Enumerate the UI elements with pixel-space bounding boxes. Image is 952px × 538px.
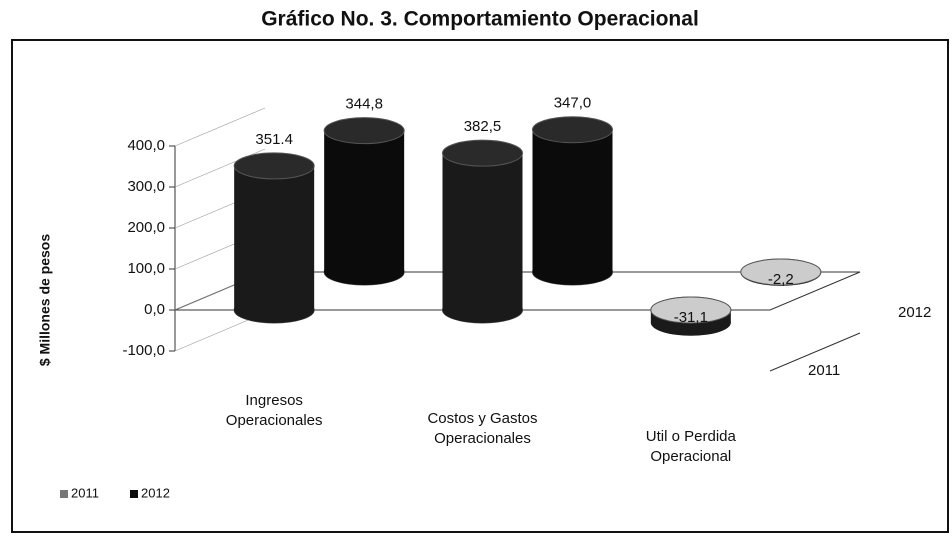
data-label: 351.4 xyxy=(255,131,293,148)
data-label: 347,0 xyxy=(554,95,592,112)
legend-label: 2012 xyxy=(141,485,170,500)
data-label: -2,2 xyxy=(768,271,794,288)
cylinder-body xyxy=(234,165,315,310)
y-tick-label: 0,0 xyxy=(144,301,165,318)
cylinder-top xyxy=(323,117,405,145)
legend-label: 2011 xyxy=(71,485,99,500)
grid-line xyxy=(174,107,266,147)
cylinder-top xyxy=(442,139,523,167)
cylinder-top xyxy=(233,152,315,180)
y-axis-label: $ Millones de pesos xyxy=(37,234,53,366)
cylinder-body xyxy=(324,130,405,272)
y-tick-label: -100,0 xyxy=(122,342,165,359)
x-tick-label: Ingresos Operacionales xyxy=(226,392,323,429)
legend-swatch xyxy=(130,490,138,498)
chart-frame xyxy=(11,39,949,533)
y-tick-label: 200,0 xyxy=(127,219,165,236)
x-tick-label: Costos y Gastos Operacionales xyxy=(427,410,537,447)
legend-swatch xyxy=(60,490,68,498)
data-label: -31,1 xyxy=(674,309,708,326)
depth-label: 2011 xyxy=(808,362,840,379)
chart-title: Gráfico No. 3. Comportamiento Operaciona… xyxy=(261,8,699,31)
cylinder-top xyxy=(740,258,822,286)
cylinder-top xyxy=(650,296,732,324)
y-tick-label: 400,0 xyxy=(127,137,165,154)
cylinder-top xyxy=(532,116,613,144)
data-label: 382,5 xyxy=(464,118,502,135)
x-tick-label: Util o Perdida Operacional xyxy=(646,428,737,465)
data-label: 344,8 xyxy=(345,96,383,113)
cylinder-body xyxy=(532,129,613,272)
depth-axis xyxy=(769,332,861,372)
cylinder-body xyxy=(442,153,523,310)
y-tick-label: 100,0 xyxy=(127,260,165,277)
depth-label: 2012 xyxy=(898,304,931,321)
y-tick-label: 300,0 xyxy=(127,178,165,195)
